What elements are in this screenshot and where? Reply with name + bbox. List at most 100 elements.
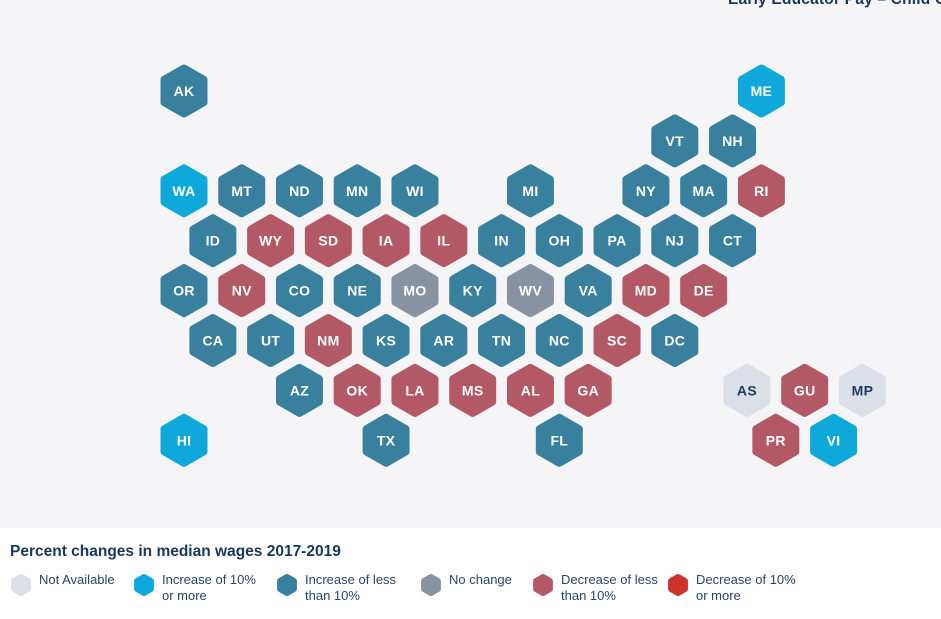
hex-shape-NC[interactable] (535, 314, 583, 367)
hex-tile-OR[interactable]: OR (160, 264, 208, 318)
hex-tile-AR[interactable]: AR (420, 314, 468, 367)
hex-tile-AZ[interactable]: AZ (275, 363, 323, 417)
hex-shape-AR[interactable] (420, 314, 468, 367)
hex-shape-AK[interactable] (160, 64, 208, 118)
hex-tile-NY[interactable]: NY (622, 164, 670, 218)
hex-shape-GU[interactable] (781, 363, 829, 417)
hex-tile-MT[interactable]: MT (218, 164, 266, 218)
hex-shape-FL[interactable] (535, 413, 583, 467)
hex-shape-AL[interactable] (506, 363, 554, 417)
hex-shape-OH[interactable] (535, 214, 583, 268)
hex-tile-MP[interactable]: MP (838, 363, 886, 417)
hex-tile-DE[interactable]: DE (680, 264, 728, 318)
hex-tile-TN[interactable]: TN (478, 314, 526, 367)
hex-tile-NM[interactable]: NM (304, 314, 352, 367)
hex-shape-NH[interactable] (709, 114, 757, 168)
hex-tile-OK[interactable]: OK (333, 363, 381, 417)
hex-shape-VA[interactable] (564, 264, 612, 318)
hex-shape-WY[interactable] (247, 214, 295, 268)
hex-tile-IN[interactable]: IN (478, 214, 526, 268)
hex-tile-NV[interactable]: NV (218, 264, 266, 318)
hex-shape-TX[interactable] (362, 413, 410, 467)
hex-tile-ID[interactable]: ID (189, 214, 237, 268)
hex-shape-UT[interactable] (247, 314, 295, 367)
hex-tile-AS[interactable]: AS (723, 363, 771, 417)
hex-shape-CA[interactable] (189, 314, 237, 367)
hex-tile-NJ[interactable]: NJ (651, 214, 699, 268)
hex-tile-PR[interactable]: PR (752, 413, 800, 467)
hex-tile-WY[interactable]: WY (247, 214, 295, 268)
hex-tile-CO[interactable]: CO (275, 264, 323, 318)
hex-tile-MN[interactable]: MN (333, 164, 381, 218)
hex-shape-NM[interactable] (304, 314, 352, 367)
hex-shape-MI[interactable] (506, 164, 554, 218)
hex-tile-WA[interactable]: WA (160, 164, 208, 218)
hex-tile-LA[interactable]: LA (391, 363, 439, 417)
hex-tile-ME[interactable]: ME (737, 64, 785, 118)
hex-shape-IL[interactable] (420, 214, 468, 268)
hex-tile-NC[interactable]: NC (535, 314, 583, 367)
hex-tile-WV[interactable]: WV (506, 264, 554, 318)
hex-shape-WV[interactable] (506, 264, 554, 318)
hex-tile-MA[interactable]: MA (680, 164, 728, 218)
hex-shape-VI[interactable] (810, 413, 858, 467)
hex-shape-OR[interactable] (160, 264, 208, 318)
hex-shape-DE[interactable] (680, 264, 728, 318)
hex-shape-TN[interactable] (478, 314, 526, 367)
hex-tile-GA[interactable]: GA (564, 363, 612, 417)
hex-shape-HI[interactable] (160, 413, 208, 467)
hex-tile-NH[interactable]: NH (709, 114, 757, 168)
hex-tile-VI[interactable]: VI (810, 413, 858, 467)
hex-tile-MD[interactable]: MD (622, 264, 670, 318)
hex-shape-OK[interactable] (333, 363, 381, 417)
hex-tile-AL[interactable]: AL (506, 363, 554, 417)
hex-shape-CO[interactable] (275, 264, 323, 318)
hex-shape-ND[interactable] (275, 164, 323, 218)
hex-shape-AS[interactable] (723, 363, 771, 417)
hex-tile-KY[interactable]: KY (449, 264, 497, 318)
hex-shape-WA[interactable] (160, 164, 208, 218)
hex-tile-GU[interactable]: GU (781, 363, 829, 417)
hex-tile-PA[interactable]: PA (593, 214, 641, 268)
hex-shape-IA[interactable] (362, 214, 410, 268)
hex-shape-PA[interactable] (593, 214, 641, 268)
hex-shape-KY[interactable] (449, 264, 497, 318)
hex-tile-VT[interactable]: VT (651, 114, 699, 168)
hex-shape-AZ[interactable] (275, 363, 323, 417)
hex-tile-UT[interactable]: UT (247, 314, 295, 367)
hex-shape-DC[interactable] (651, 314, 699, 367)
hex-tile-VA[interactable]: VA (564, 264, 612, 318)
hex-shape-VT[interactable] (651, 114, 699, 168)
hex-shape-ID[interactable] (189, 214, 237, 268)
hex-tile-MS[interactable]: MS (449, 363, 497, 417)
hex-shape-NV[interactable] (218, 264, 266, 318)
hex-shape-IN[interactable] (478, 214, 526, 268)
hex-shape-PR[interactable] (752, 413, 800, 467)
hex-shape-NE[interactable] (333, 264, 381, 318)
hex-shape-MA[interactable] (680, 164, 728, 218)
hex-shape-ME[interactable] (737, 64, 785, 118)
hex-tile-MI[interactable]: MI (506, 164, 554, 218)
hex-tile-KS[interactable]: KS (362, 314, 410, 367)
hex-shape-WI[interactable] (391, 164, 439, 218)
hex-tile-IL[interactable]: IL (420, 214, 468, 268)
hex-shape-KS[interactable] (362, 314, 410, 367)
hex-tile-HI[interactable]: HI (160, 413, 208, 467)
hex-tile-WI[interactable]: WI (391, 164, 439, 218)
hex-shape-RI[interactable] (737, 164, 785, 218)
hex-shape-MN[interactable] (333, 164, 381, 218)
hex-shape-MD[interactable] (622, 264, 670, 318)
hex-tile-DC[interactable]: DC (651, 314, 699, 367)
hex-shape-NY[interactable] (622, 164, 670, 218)
hex-shape-CT[interactable] (709, 214, 757, 268)
hex-shape-SC[interactable] (593, 314, 641, 367)
hex-tile-CT[interactable]: CT (709, 214, 757, 268)
hex-tile-RI[interactable]: RI (737, 164, 785, 218)
hex-tile-FL[interactable]: FL (535, 413, 583, 467)
hex-tile-SC[interactable]: SC (593, 314, 641, 367)
hex-tile-SD[interactable]: SD (304, 214, 352, 268)
hex-tile-IA[interactable]: IA (362, 214, 410, 268)
hex-tile-CA[interactable]: CA (189, 314, 237, 367)
hex-tile-NE[interactable]: NE (333, 264, 381, 318)
hex-tile-ND[interactable]: ND (275, 164, 323, 218)
